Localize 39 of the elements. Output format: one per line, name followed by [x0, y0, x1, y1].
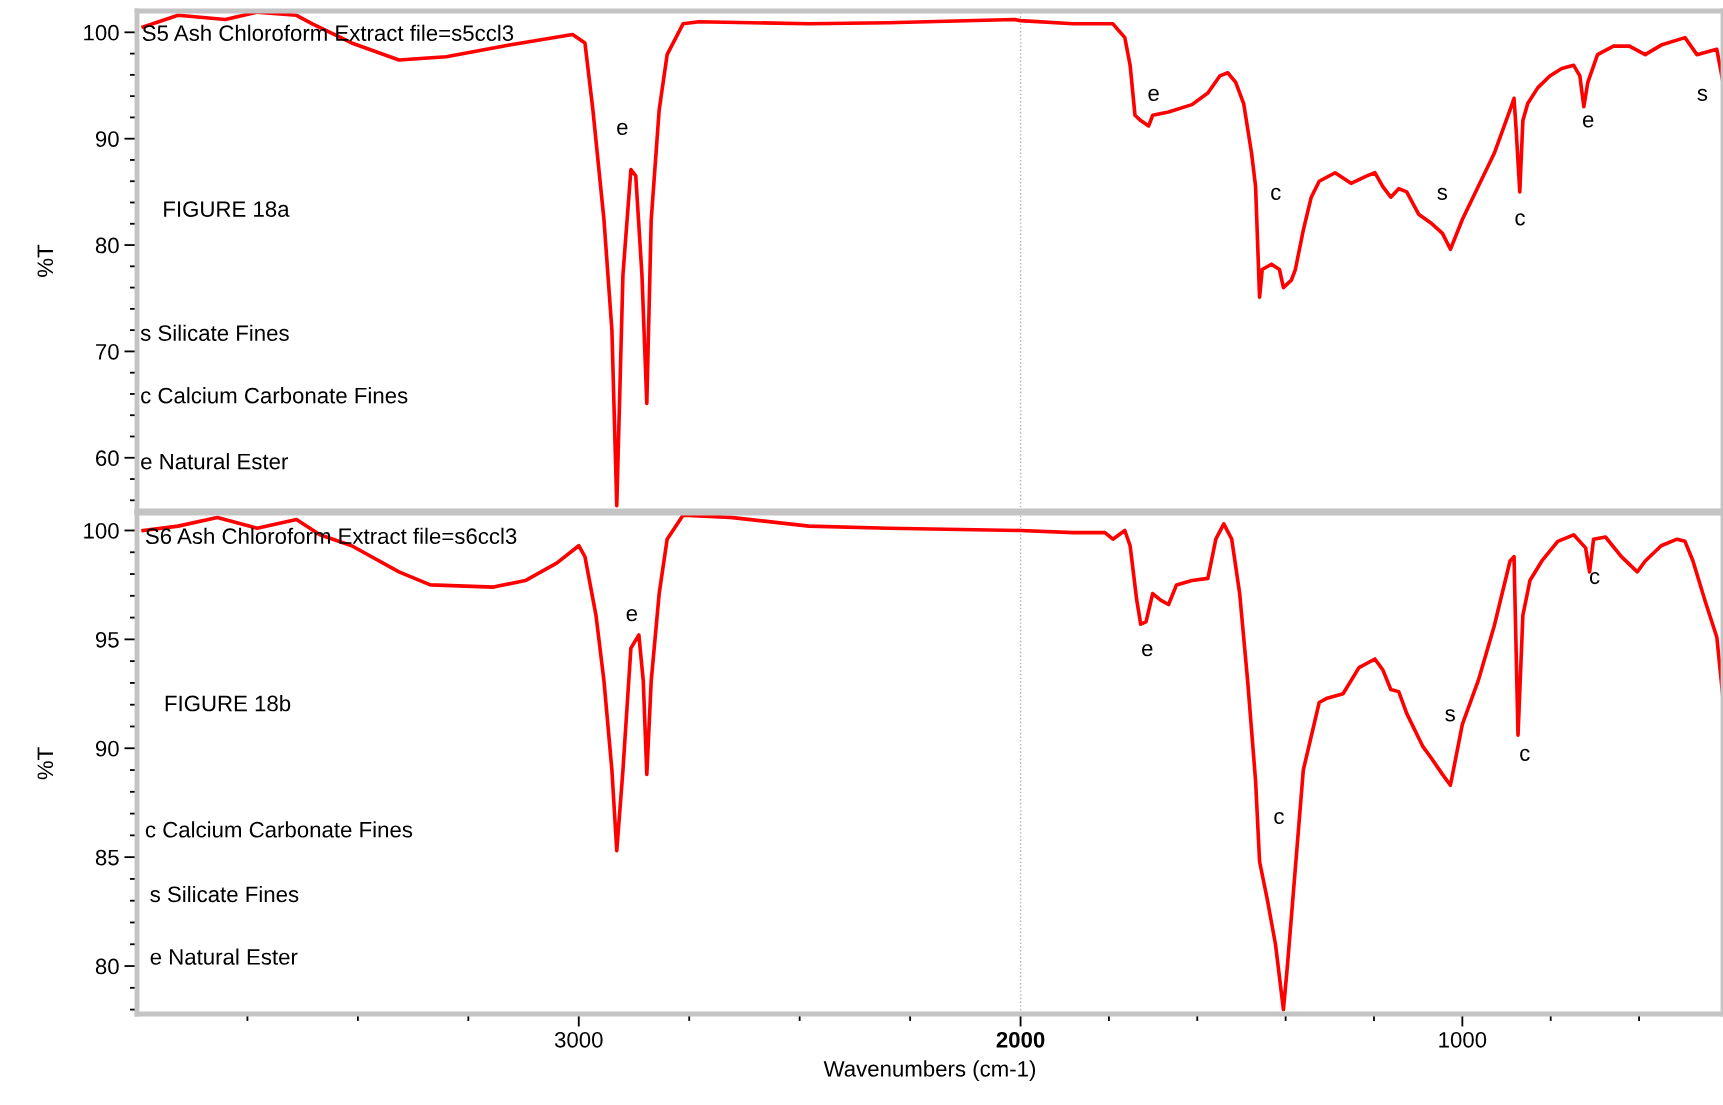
annotation: e — [1148, 88, 1159, 101]
annotation: e Natural Ester — [141, 453, 288, 470]
annotation: s — [1445, 709, 1455, 722]
annotation: e Natural Ester — [150, 948, 298, 965]
annotation: s — [1437, 187, 1448, 200]
annotation: s Silicate Fines — [140, 324, 289, 341]
annotation: c Calcium Carbonate Fines — [141, 387, 408, 404]
y-tick-label: 80 — [95, 958, 119, 975]
annotation: FIGURE 18b — [165, 695, 291, 712]
annotation: FIGURE 18a — [164, 201, 290, 217]
x-axis-title: Wavenumbers (cm-1) — [823, 1060, 1036, 1082]
annotation: S5 Ash Chloroform Extract file=s5ccl3 — [142, 24, 514, 42]
y-tick-label: 60 — [96, 450, 119, 467]
annotation: c — [1520, 748, 1530, 761]
annotation: c — [1589, 571, 1600, 585]
annotation: e — [1142, 644, 1153, 657]
annotation: s Silicate Fines — [150, 885, 299, 903]
y-tick-label: 100 — [84, 523, 119, 539]
y-tick-label: 80 — [95, 237, 119, 254]
x-tick-label: 3000 — [554, 1031, 603, 1048]
annotation: e — [617, 122, 628, 135]
annotation: S6 Ash Chloroform Extract file=s6ccl3 — [145, 527, 517, 545]
y-tick-label: 95 — [95, 631, 119, 648]
y-tick-label: 85 — [95, 849, 119, 866]
annotation: e — [1582, 115, 1594, 128]
annotation: c — [1271, 187, 1281, 200]
y-axis-title: %T — [37, 747, 54, 780]
annotation: s — [1697, 88, 1708, 101]
annotation: c Calcium Carbonate Fines — [145, 821, 413, 838]
x-tick-label: 2000 — [996, 1031, 1045, 1048]
x-tick-label: 1000 — [1439, 1031, 1487, 1048]
annotation: e — [626, 609, 638, 622]
y-tick-label: 100 — [84, 24, 119, 41]
annotation: c — [1515, 213, 1525, 226]
y-axis-title: %T — [37, 244, 54, 277]
y-tick-label: 70 — [96, 343, 119, 360]
y-tick-label: 90 — [95, 740, 119, 757]
y-tick-label: 90 — [95, 131, 119, 147]
annotation: c — [1274, 811, 1284, 825]
